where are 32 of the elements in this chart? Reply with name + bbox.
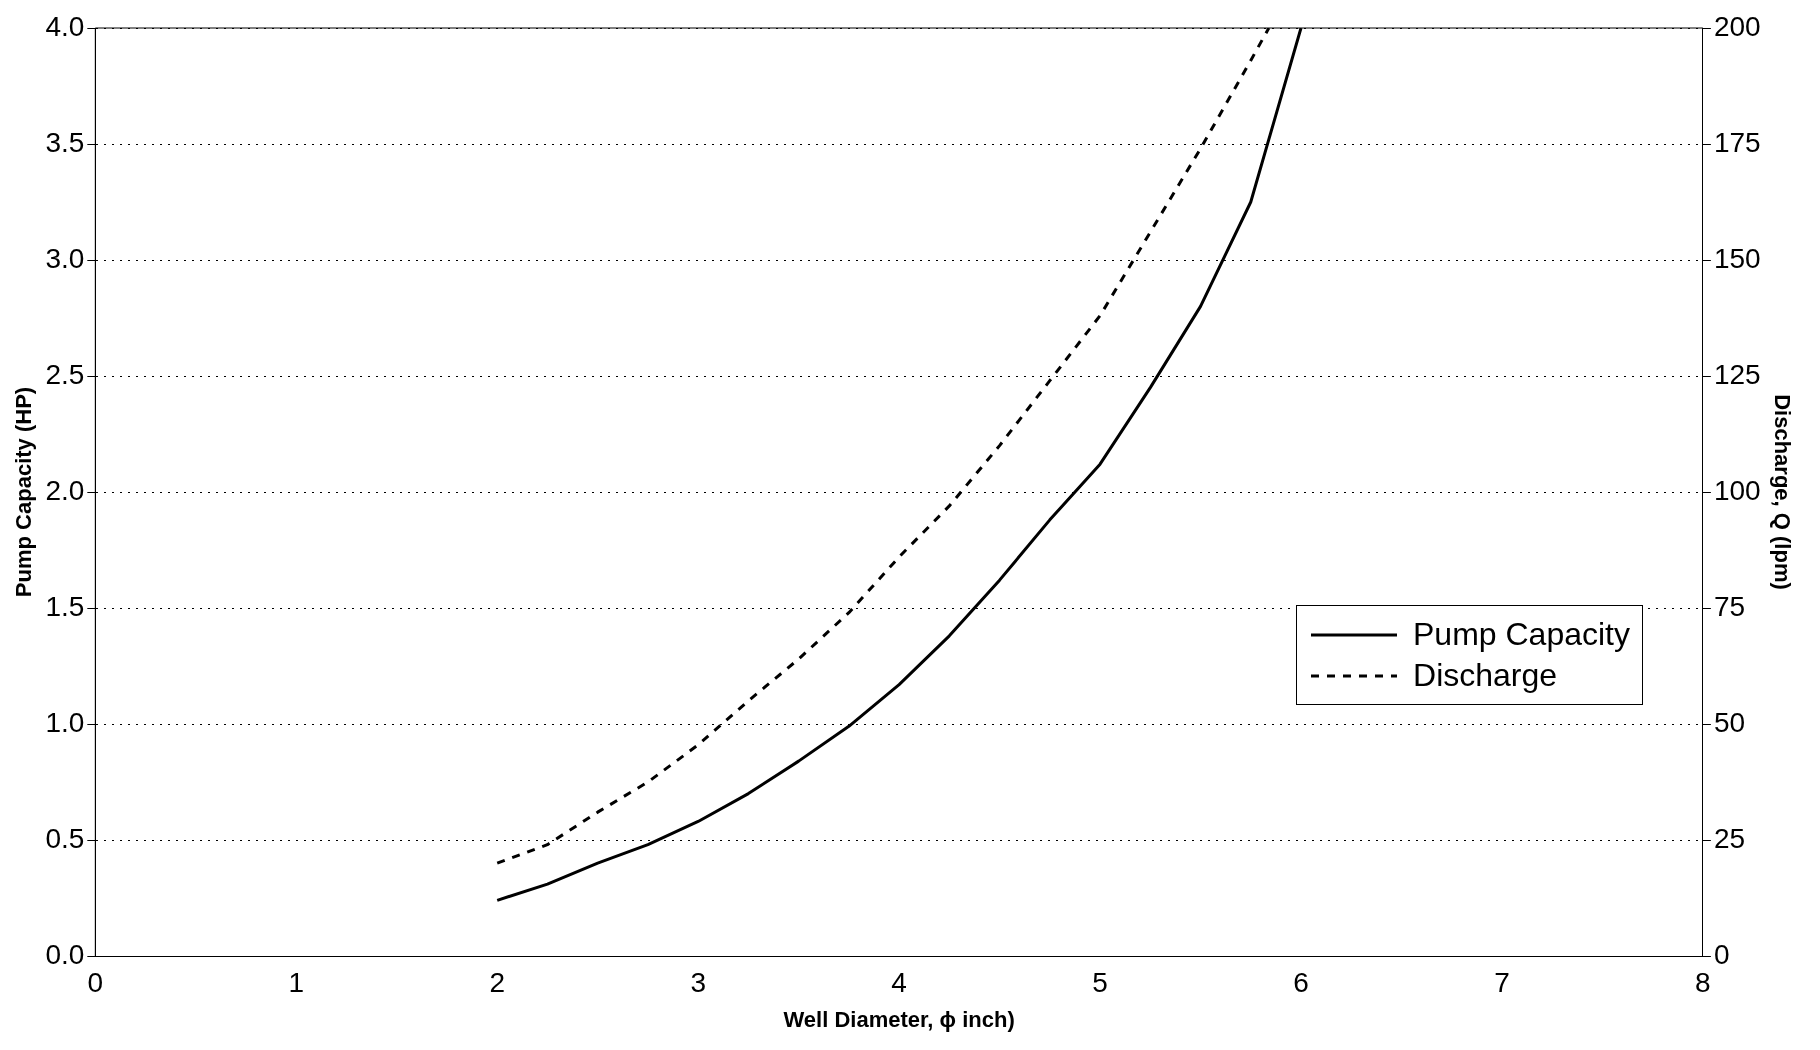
x-tick-label: 0 (87, 966, 104, 998)
x-axis-title: Well Diameter, ϕ inch) (783, 1006, 1015, 1032)
y2-tick-label: 175 (1713, 126, 1761, 158)
y2-tick-label: 0 (1713, 938, 1730, 970)
x-tick-label: 2 (489, 966, 505, 998)
x-tick-label: 5 (1092, 966, 1108, 998)
y2-tick-label: 150 (1713, 242, 1761, 274)
y2-tick-label: 125 (1713, 358, 1761, 390)
y2-tick-label: 75 (1713, 590, 1746, 622)
y-tick-label: 1.5 (45, 590, 85, 622)
legend-label: Discharge (1413, 657, 1558, 695)
y-tick-label: 2.0 (45, 474, 85, 506)
y2-tick-label: 25 (1713, 822, 1746, 854)
y-tick-label: 3.5 (45, 126, 85, 158)
y2-axis-title: Discharge, Q (lpm) (1769, 394, 1795, 590)
y-tick-label: 0.5 (45, 822, 85, 854)
x-tick-label: 7 (1494, 966, 1510, 998)
y-tick-label: 2.5 (45, 358, 85, 390)
legend-label: Pump Capacity (1413, 616, 1630, 654)
y2-tick-label: 100 (1713, 474, 1761, 506)
y2-tick-label: 200 (1713, 10, 1761, 42)
y-axis-title: Pump Capacity (HP) (11, 386, 37, 598)
x-tick-label: 8 (1695, 966, 1711, 998)
x-tick-label: 3 (690, 966, 706, 998)
x-tick-label: 4 (891, 966, 907, 998)
y2-tick-label: 50 (1713, 706, 1746, 738)
y-tick-label: 0.0 (45, 938, 85, 970)
y-tick-label: 1.0 (45, 706, 85, 738)
x-tick-label: 6 (1293, 966, 1309, 998)
y-tick-label: 4.0 (45, 10, 85, 42)
x-tick-label: 1 (288, 966, 305, 998)
y-tick-label: 3.0 (45, 242, 85, 274)
